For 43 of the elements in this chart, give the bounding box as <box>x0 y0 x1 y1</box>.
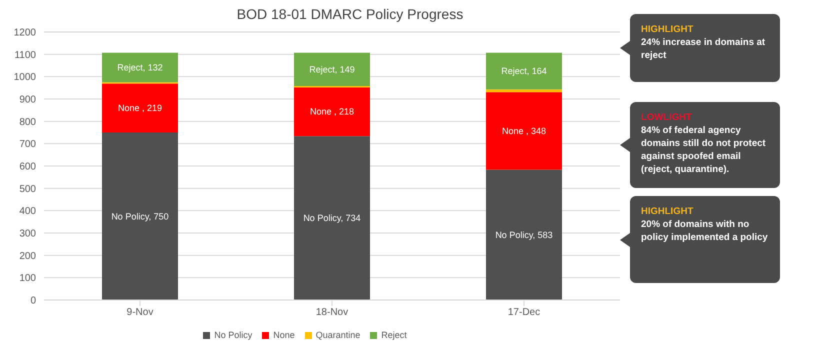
bar <box>294 52 370 86</box>
chart-title: BOD 18-01 DMARC Policy Progress <box>236 6 464 22</box>
data-label: Reject, 164 <box>501 66 547 76</box>
bar <box>486 92 562 170</box>
callout: HIGHLIGHT 24% increase in domains at reject <box>620 14 780 82</box>
y-tick-label: 200 <box>19 250 36 262</box>
x-tick-label: 18-Nov <box>316 307 348 318</box>
legend-label: None <box>273 330 295 340</box>
y-tick-label: 1000 <box>14 72 36 84</box>
bar <box>102 52 178 82</box>
y-tick-label: 400 <box>19 206 36 218</box>
y-tick-label: 900 <box>19 94 36 106</box>
y-tick-label: 500 <box>19 184 36 195</box>
data-label: No Policy, 750 <box>111 211 169 222</box>
legend-label: Reject <box>381 330 407 340</box>
x-tick-label: 17-Dec <box>508 307 540 318</box>
legend-label: No Policy <box>214 330 252 340</box>
y-tick-label: 100 <box>19 273 36 284</box>
data-label: Reject, 132 <box>117 62 163 73</box>
bar <box>486 52 562 90</box>
data-label: Reject, 149 <box>309 64 355 74</box>
y-tick-label: 0 <box>30 296 36 307</box>
bar <box>486 170 562 300</box>
bar <box>486 89 562 92</box>
bar <box>294 87 370 136</box>
data-label: No Policy, 734 <box>303 213 361 224</box>
y-tick-label: 600 <box>19 162 36 173</box>
data-label: None , 218 <box>310 106 354 117</box>
x-tick-label: 9-Nov <box>126 307 154 318</box>
legend-label: Quarantine <box>316 330 360 340</box>
y-tick-label: 1200 <box>14 28 36 39</box>
y-tick-label: 800 <box>19 116 36 128</box>
bar <box>102 84 178 132</box>
data-label: None , 219 <box>118 103 162 114</box>
data-label: None , 348 <box>502 126 546 136</box>
callout: LOWLIGHT 84% of federal agency domains still do not protect against spoofed email (reject, quarantine). <box>620 102 780 188</box>
callout: HIGHLIGHT 20% of domains with no policy implemented a policy <box>620 196 780 283</box>
y-tick-label: 1100 <box>14 50 36 61</box>
bar <box>294 136 370 300</box>
y-tick-label: 700 <box>19 139 36 150</box>
data-label: No Policy, 583 <box>495 230 553 240</box>
y-tick-label: 300 <box>19 228 36 240</box>
bar <box>102 132 178 300</box>
